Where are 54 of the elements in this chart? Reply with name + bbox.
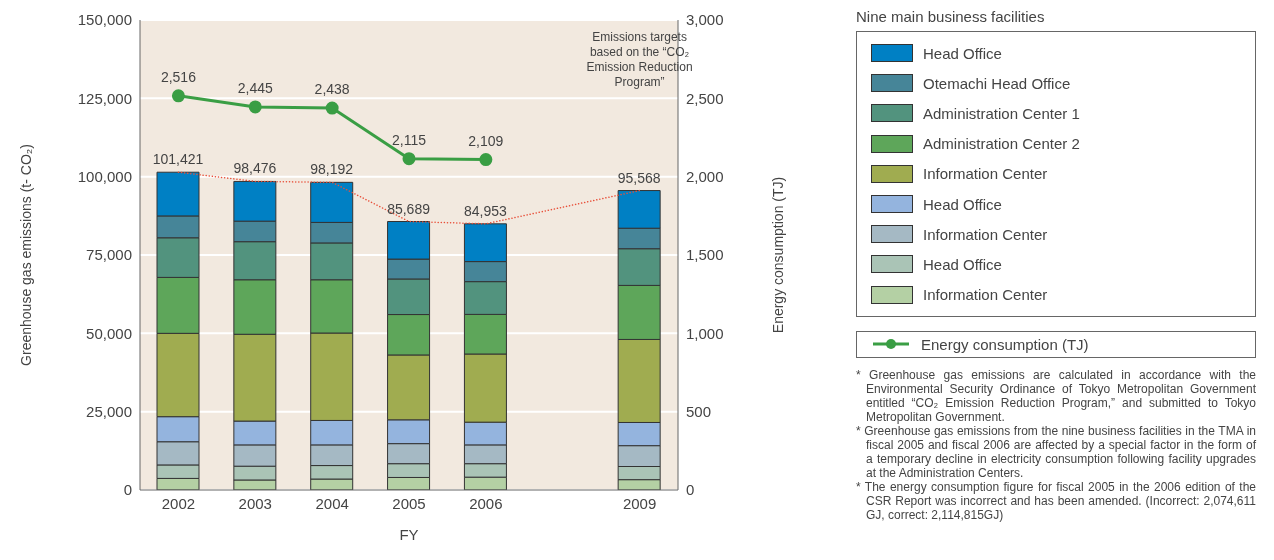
data-label: 2,516 — [160, 68, 197, 85]
y2-tick-label: 1,000 — [686, 324, 724, 342]
point — [325, 101, 339, 115]
total-label: 98,192 — [310, 161, 354, 178]
data-label: 2,445 — [237, 79, 274, 96]
x-tick-label: 2006 — [469, 494, 503, 512]
y-tick-label: 50,000 — [86, 324, 132, 342]
y-tick-label: 25,000 — [86, 402, 132, 420]
legend-label: Administration Center 2 — [923, 135, 1080, 153]
y2-tick-label: 1,500 — [686, 246, 724, 264]
legend-label: Head Office — [923, 44, 1002, 62]
text: * The energy consumption figure for fiscal 2005 in the 2006 edition of the CSR Report was incorrect and has been amended. (Incorrect: 2,074,611 GJ, correct: 2,114,815GJ) — [856, 479, 1256, 522]
y2-tick-label: 500 — [686, 402, 712, 420]
x-axis-title: FY — [399, 526, 419, 543]
legend-label: Information Center — [923, 225, 1048, 243]
y-tick-label: 125,000 — [77, 89, 132, 107]
legend-label: Information Center — [923, 165, 1048, 183]
text: * Greenhouse gas emissions are calculated in accordance with the Environmental Security Ordinance of Tokyo Metropolitan Government entitled “CO₂ Emission Reduction Program,” and submitted to Tokyo Metropolitan Government. — [856, 367, 1256, 424]
y2-tick-label: 2,000 — [686, 167, 724, 185]
legend-title: Nine main business facilities — [856, 8, 1046, 25]
y-tick-label: 75,000 — [86, 246, 132, 264]
point — [171, 89, 185, 103]
legend-label: Otemachi Head Office — [923, 74, 1071, 92]
y2-tick-label: 3,000 — [686, 11, 724, 29]
point — [402, 152, 416, 166]
annotation: Emissions targets based on the “CO₂ Emission Reduction Program” — [586, 30, 693, 89]
point — [248, 100, 262, 114]
x-tick-label: 2009 — [622, 494, 657, 512]
y-tick-label: 100,000 — [77, 167, 132, 185]
total-label: 85,689 — [387, 200, 431, 217]
y2-axis-title: Energy consumption (TJ) — [769, 176, 786, 334]
data-label: 2,109 — [468, 132, 504, 149]
y-axis-title: Greenhouse gas emissions (t- CO₂) — [17, 144, 34, 366]
x-tick-label: 2002 — [161, 494, 196, 512]
text: * Greenhouse gas emissions from the nine business facilities in the TMA in fiscal 2005 and fiscal 2006 are affected by a special factor in the form of a temporary decline in electricity consumption following facility upgrades at the Administration Centers. — [856, 423, 1256, 480]
y2-tick-label: 2,500 — [686, 89, 724, 107]
x-tick-label: 2005 — [392, 494, 426, 512]
y-tick-label: 150,000 — [77, 11, 132, 29]
x-tick-label: 2003 — [238, 494, 272, 512]
legend-label: Energy consumption (TJ) — [921, 335, 1089, 353]
y-tick-label: 0 — [123, 481, 132, 499]
legend-label: Information Center — [923, 286, 1048, 304]
total-label: 101,421 — [152, 151, 204, 168]
legend-label: Administration Center 1 — [923, 104, 1080, 122]
legend-label: Head Office — [923, 195, 1002, 213]
data-label: 2,115 — [392, 131, 427, 148]
legend-label: Head Office — [923, 255, 1002, 273]
total-label: 98,476 — [233, 160, 277, 177]
total-label: 95,568 — [617, 169, 661, 186]
total-label: 84,953 — [464, 202, 508, 219]
x-tick-label: 2004 — [315, 494, 349, 512]
point — [479, 153, 493, 167]
y2-tick-label: 0 — [686, 481, 695, 499]
data-label: 2,438 — [314, 81, 350, 98]
